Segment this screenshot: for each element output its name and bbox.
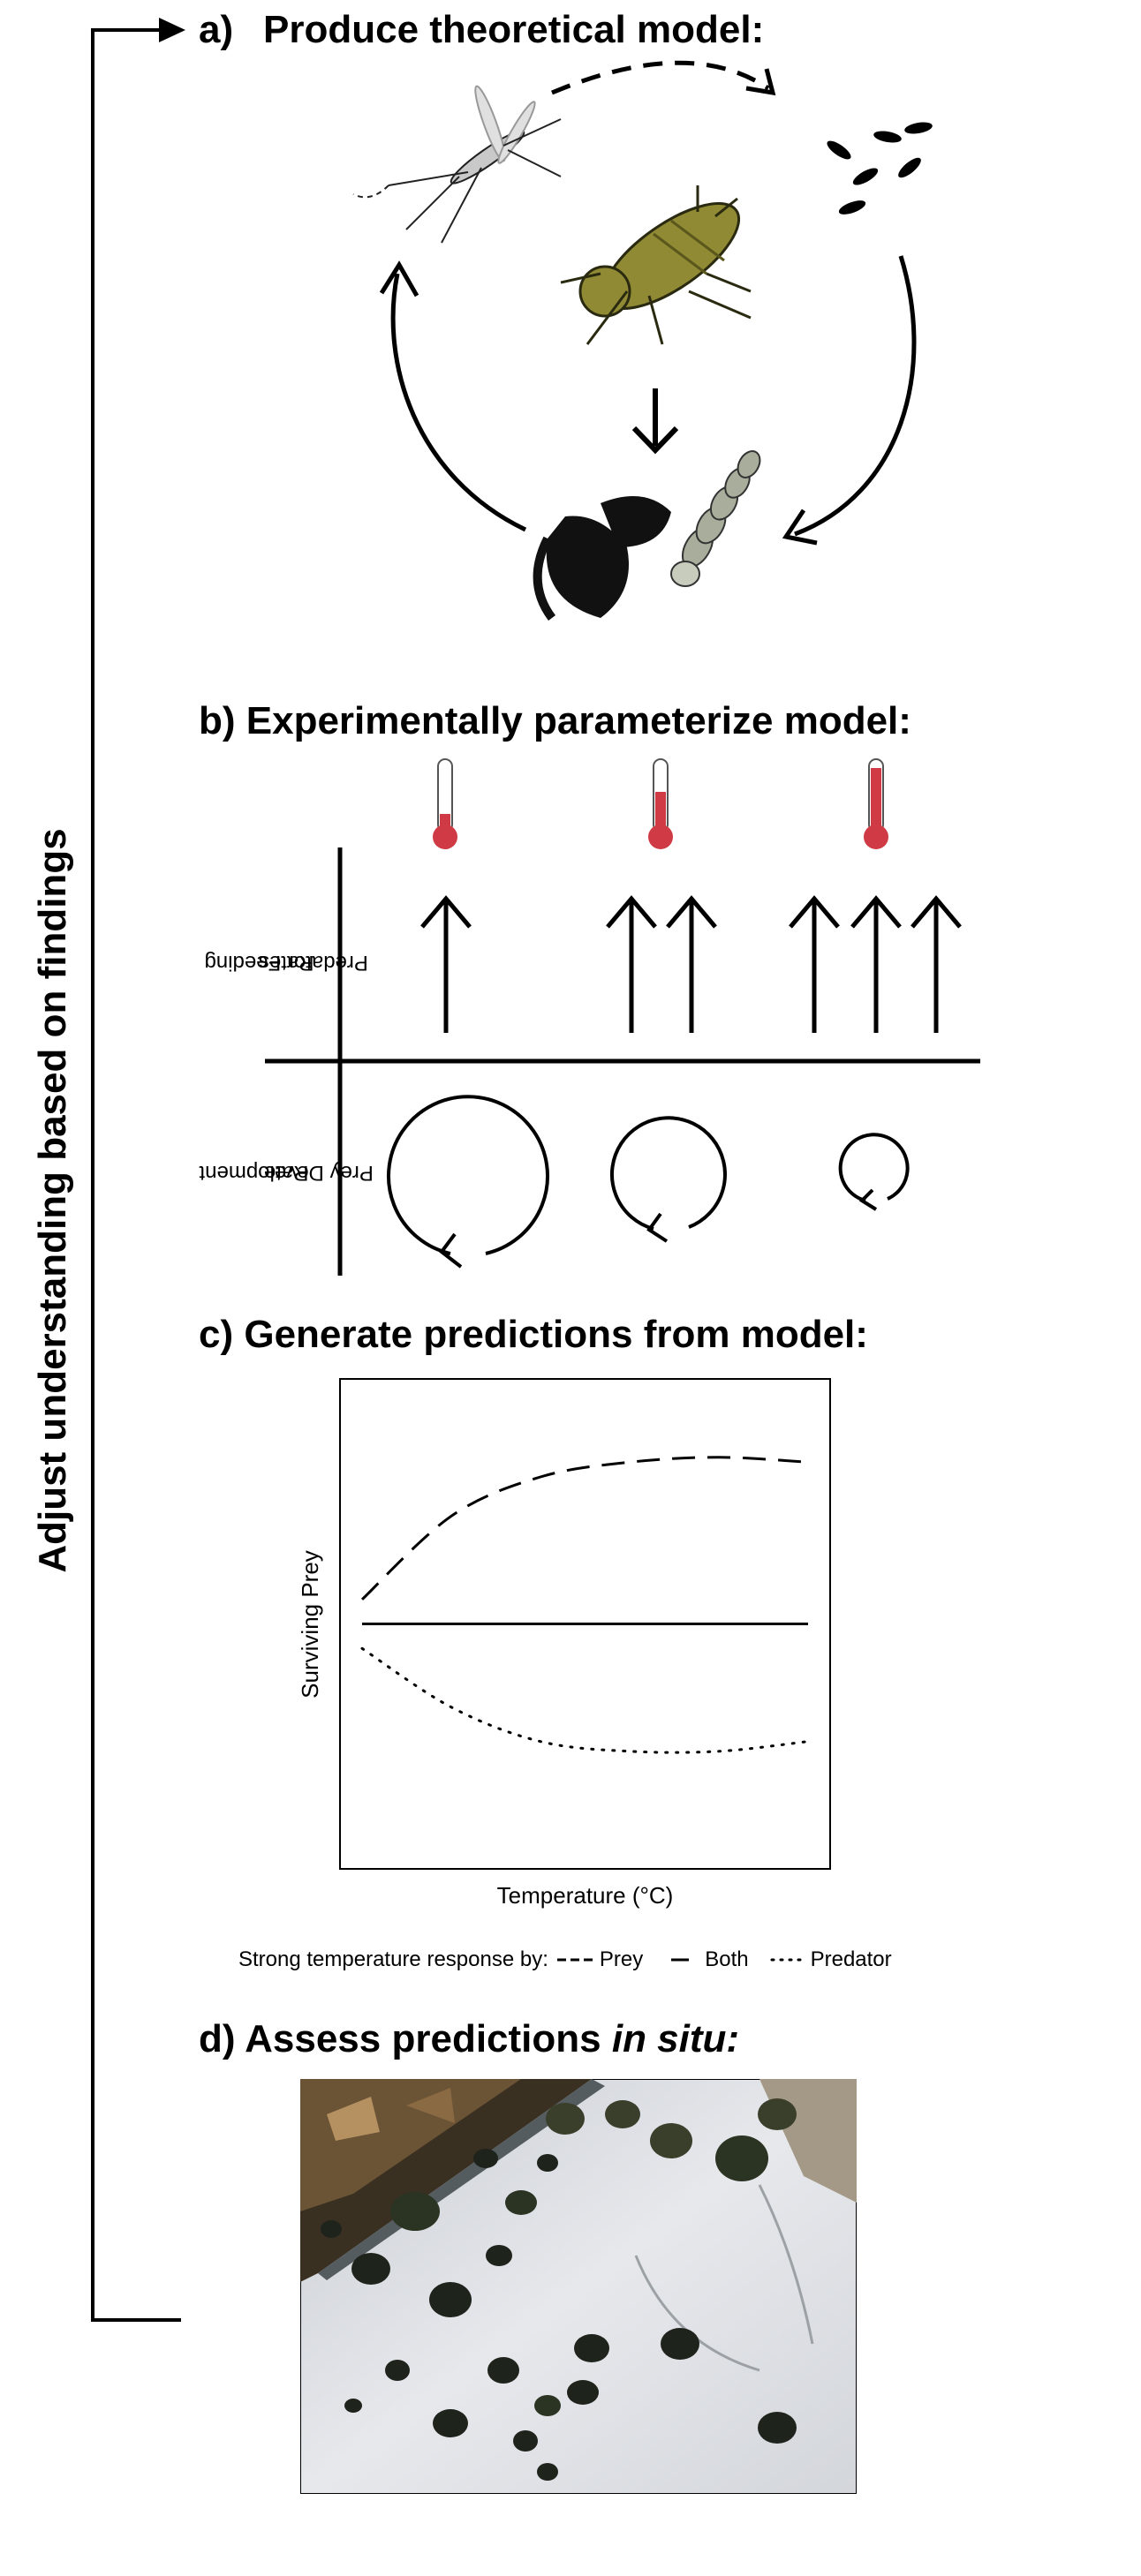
life-cycle-diagram [352, 60, 933, 621]
legend-swatch-predator [770, 1958, 802, 1962]
mosquito-icon [352, 85, 562, 244]
parameterization-diagram [265, 758, 980, 1276]
chart-frame [339, 1378, 831, 1870]
cycle-small-icon [838, 1133, 910, 1211]
rock-pools [321, 2098, 797, 2481]
series-line-predator [360, 1646, 810, 1754]
cycle-large-icon [387, 1095, 549, 1269]
legend-swatch-both [671, 1958, 690, 1962]
eggs-icon [827, 122, 933, 215]
rock-pool-photo [300, 2079, 857, 2494]
legend-prefix: Strong temperature response by: [238, 1947, 548, 1971]
predictions-chart [339, 1378, 831, 1870]
predator-nymph-icon [560, 185, 752, 345]
cycle-medium-icon [609, 1116, 727, 1243]
up-arrow-icon [666, 895, 717, 1033]
panel-d-title: d) Assess predictions in situ: [199, 2020, 739, 2059]
up-arrow-icon [606, 895, 657, 1033]
panel-d-title-prefix: d) Assess predictions [199, 2017, 612, 2060]
chart-legend: Strong temperature response by: Prey Bot… [238, 1947, 892, 1972]
thermometer-low-icon [433, 758, 457, 849]
up-arrow-icon [789, 895, 840, 1033]
panel-d-title-italic: in situ: [611, 2017, 740, 2060]
panel-c-title: c) Generate predictions from model: [199, 1313, 868, 1356]
thermometer-high-icon [864, 758, 888, 849]
up-arrow-icon [911, 895, 962, 1033]
panel-a-letter: a) [199, 8, 234, 51]
panel-b-title: b) Experimentally parameterize model: [199, 699, 911, 742]
thermometer-medium-icon [648, 758, 673, 849]
x-axis-label: Temperature (°C) [496, 1882, 674, 1909]
up-arrow-icon [850, 895, 902, 1033]
pupa-icon [533, 496, 671, 621]
panel-a-title: Produce theoretical model: [263, 8, 765, 51]
larva-icon [670, 450, 761, 587]
series-line-prey [360, 1456, 809, 1601]
legend-label-both: Both [705, 1947, 749, 1971]
up-arrow-icon [420, 895, 472, 1033]
legend-swatch-prey [556, 1958, 593, 1962]
legend-label-predator: Predator [810, 1947, 892, 1971]
legend-label-prey: Prey [599, 1947, 644, 1971]
feeding-rate-arrows [420, 895, 962, 1033]
